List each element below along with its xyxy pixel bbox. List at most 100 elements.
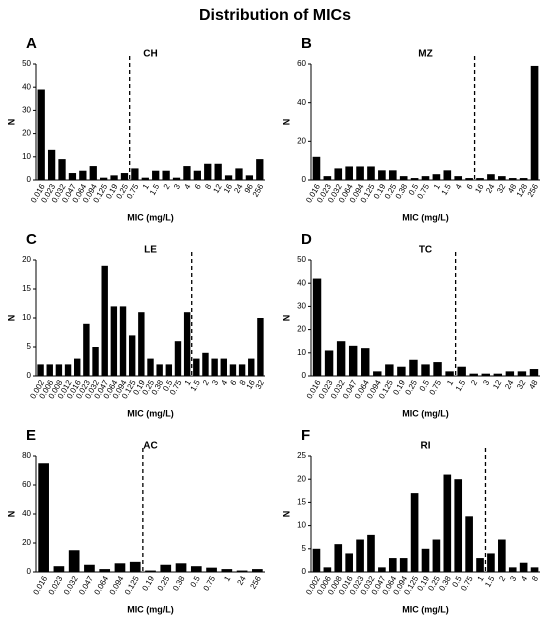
x-tick-label: 1.5 — [189, 378, 203, 393]
bar — [221, 569, 233, 572]
y-tick-label: 40 — [22, 82, 31, 91]
y-tick-label: 25 — [297, 451, 306, 460]
bar — [165, 364, 173, 376]
bar — [145, 570, 156, 572]
y-axis-label: N — [281, 315, 291, 322]
bar — [493, 373, 503, 376]
x-axis-label: MIC (mg/L) — [127, 212, 174, 222]
bar — [361, 348, 370, 376]
x-tick-label: 6 — [193, 182, 203, 191]
bar — [162, 170, 170, 180]
y-tick-label: 15 — [22, 284, 31, 293]
bar — [323, 567, 332, 572]
bar — [345, 553, 353, 572]
y-tick-label: 0 — [27, 371, 32, 380]
bar — [220, 358, 227, 376]
x-tick-label: 1 — [476, 574, 486, 583]
bar — [399, 558, 408, 572]
bar — [79, 170, 87, 180]
bar — [183, 312, 191, 376]
bar — [432, 174, 441, 180]
bar — [465, 516, 473, 572]
bar — [47, 149, 56, 180]
x-axis-label: MIC (mg/L) — [402, 408, 449, 418]
bar — [443, 474, 452, 572]
bar — [74, 358, 81, 376]
bar — [99, 569, 111, 572]
bar — [399, 176, 408, 180]
panel-label: E — [26, 427, 36, 444]
bar — [367, 166, 375, 180]
bar — [421, 364, 430, 376]
bar — [156, 364, 163, 376]
figure-title: Distribution of MICs — [199, 7, 351, 24]
bar — [202, 352, 209, 376]
bar — [356, 539, 364, 572]
bar — [128, 335, 136, 376]
bar — [245, 175, 254, 180]
bar — [100, 177, 108, 180]
x-tick-label: 32 — [515, 378, 528, 391]
x-axis-label: MIC (mg/L) — [402, 212, 449, 222]
y-tick-label: 40 — [297, 278, 306, 287]
x-tick-label: 24 — [235, 574, 248, 587]
bar — [190, 566, 202, 572]
x-axis-label: MIC (mg/L) — [127, 408, 174, 418]
bar — [432, 539, 441, 572]
bar — [83, 323, 90, 376]
bar — [530, 65, 539, 180]
y-tick-label: 0 — [27, 175, 32, 184]
y-tick-label: 60 — [297, 59, 306, 68]
bar — [373, 371, 382, 376]
bar — [114, 563, 126, 572]
y-axis-label: N — [6, 511, 16, 518]
x-tick-label: 24 — [503, 378, 516, 391]
bar — [498, 539, 506, 572]
bar — [334, 544, 343, 572]
panel-title: AC — [143, 441, 157, 452]
bar — [529, 369, 539, 376]
bar — [193, 170, 201, 180]
bar — [256, 159, 264, 180]
bar — [443, 170, 452, 180]
x-tick-label: 0.5 — [189, 574, 203, 589]
bar — [175, 563, 187, 572]
bar — [345, 166, 353, 180]
bar — [517, 371, 527, 376]
y-tick-label: 10 — [297, 348, 306, 357]
bar — [388, 558, 397, 572]
panel-title: LE — [144, 245, 157, 256]
bar — [38, 463, 49, 572]
bar — [378, 567, 386, 572]
bar — [183, 166, 191, 180]
bar — [397, 366, 406, 376]
y-axis-label: N — [6, 315, 16, 322]
y-tick-label: 40 — [22, 509, 31, 518]
bar — [508, 567, 517, 572]
bar — [101, 265, 108, 376]
y-tick-label: 5 — [27, 342, 32, 351]
bar — [505, 371, 515, 376]
x-tick-label: 256 — [251, 182, 266, 199]
bar — [385, 364, 394, 376]
x-tick-label: 1 — [445, 378, 455, 387]
bar — [248, 358, 255, 376]
y-axis-label: N — [281, 119, 291, 126]
y-tick-label: 0 — [27, 567, 32, 576]
bar — [141, 177, 149, 180]
bar — [131, 168, 139, 180]
bar — [378, 170, 386, 180]
bar — [476, 558, 484, 572]
panel-title: MZ — [418, 49, 432, 60]
x-tick-label: 1 — [183, 378, 193, 387]
bar — [174, 341, 182, 376]
panel-label: B — [301, 35, 312, 52]
bar — [519, 562, 528, 572]
panel-label: C — [26, 231, 37, 248]
bar — [312, 548, 321, 572]
bar — [323, 176, 332, 180]
bar — [252, 569, 263, 572]
